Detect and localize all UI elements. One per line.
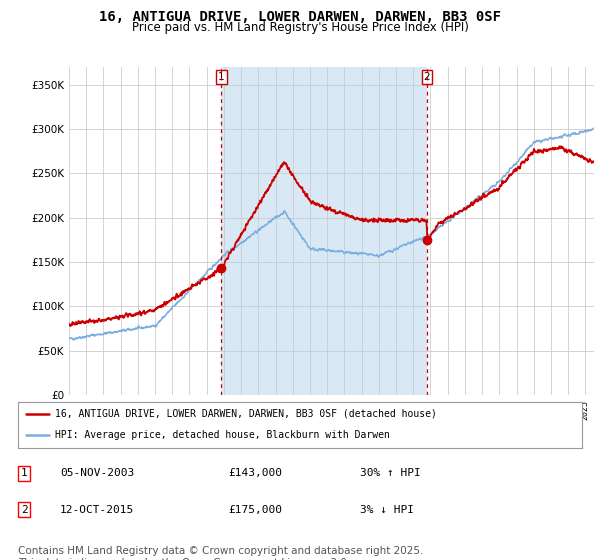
Text: Price paid vs. HM Land Registry's House Price Index (HPI): Price paid vs. HM Land Registry's House … xyxy=(131,21,469,34)
Text: 05-NOV-2003: 05-NOV-2003 xyxy=(60,468,134,478)
Bar xyxy=(221,67,427,395)
Text: 12-OCT-2015: 12-OCT-2015 xyxy=(60,505,134,515)
Text: Contains HM Land Registry data © Crown copyright and database right 2025.
This d: Contains HM Land Registry data © Crown c… xyxy=(18,546,424,560)
Text: 2: 2 xyxy=(20,505,28,515)
Text: 1: 1 xyxy=(218,72,224,82)
Text: 2: 2 xyxy=(424,72,430,82)
Text: 1: 1 xyxy=(20,468,28,478)
Text: 30% ↑ HPI: 30% ↑ HPI xyxy=(360,468,421,478)
Text: HPI: Average price, detached house, Blackburn with Darwen: HPI: Average price, detached house, Blac… xyxy=(55,430,389,440)
Text: £143,000: £143,000 xyxy=(228,468,282,478)
Text: £175,000: £175,000 xyxy=(228,505,282,515)
Text: 16, ANTIGUA DRIVE, LOWER DARWEN, DARWEN, BB3 0SF: 16, ANTIGUA DRIVE, LOWER DARWEN, DARWEN,… xyxy=(99,10,501,24)
Text: 16, ANTIGUA DRIVE, LOWER DARWEN, DARWEN, BB3 0SF (detached house): 16, ANTIGUA DRIVE, LOWER DARWEN, DARWEN,… xyxy=(55,409,437,418)
Text: 3% ↓ HPI: 3% ↓ HPI xyxy=(360,505,414,515)
